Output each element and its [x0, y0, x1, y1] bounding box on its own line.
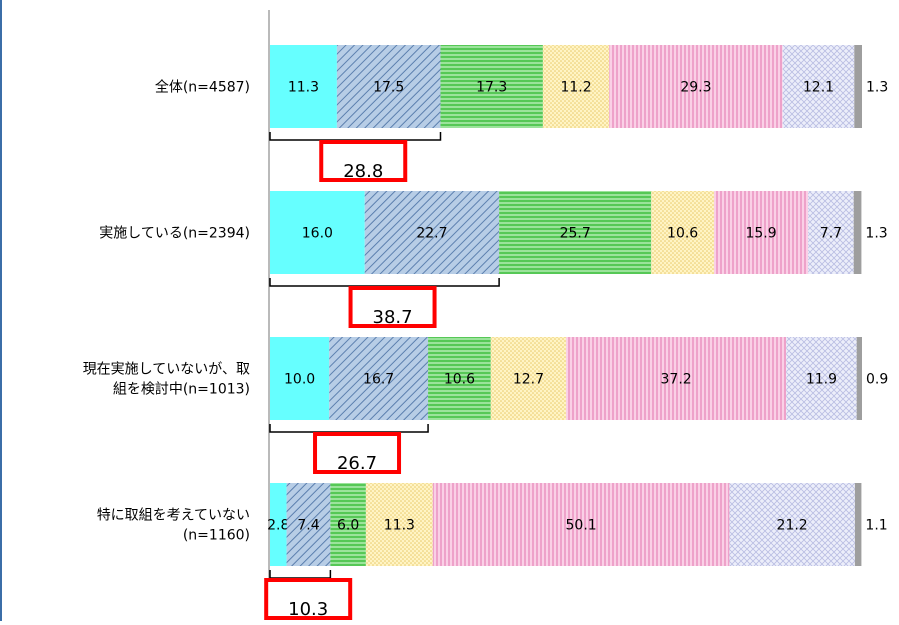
bar-segment: [854, 483, 862, 566]
data-label: 12.7: [513, 372, 544, 388]
left-border: [0, 0, 2, 621]
annotation-label: 26.7: [337, 453, 377, 474]
data-label: 29.3: [680, 80, 711, 96]
bar-segment: [490, 337, 566, 420]
bar-segment: [856, 337, 862, 420]
bar-segment: [714, 191, 809, 274]
data-label: 6.0: [337, 518, 359, 534]
bar-segment: [786, 337, 857, 420]
bar-segment: [729, 483, 855, 566]
bar-segment: [609, 45, 783, 128]
bar-segment: [808, 191, 854, 274]
data-label: 10.0: [284, 372, 315, 388]
data-label: 16.7: [363, 372, 394, 388]
bar-segment: [270, 483, 287, 566]
bar-segment: [542, 45, 610, 128]
bar-segment: [782, 45, 855, 128]
bar-segment: [364, 191, 500, 274]
annotation-box: [264, 578, 353, 620]
data-label: 7.7: [820, 226, 842, 242]
bracket: [269, 424, 429, 433]
annotation-box: [319, 140, 408, 182]
data-label: 7.4: [297, 518, 319, 534]
data-label: 16.0: [302, 226, 333, 242]
data-label: 2.8: [267, 518, 289, 534]
bar-segment: [286, 483, 331, 566]
data-label: 22.7: [416, 226, 447, 242]
data-label: 17.3: [476, 80, 507, 96]
bar-segment: [329, 337, 429, 420]
data-label: 11.9: [806, 372, 837, 388]
bracket: [269, 278, 500, 287]
bar-segment: [365, 483, 433, 566]
bar-segment: [336, 45, 441, 128]
data-label: 1.3: [865, 226, 887, 242]
data-label: 21.2: [777, 518, 808, 534]
annotation-label: 28.8: [343, 161, 383, 182]
bar-segment: [853, 191, 862, 274]
bracket: [269, 132, 442, 141]
data-label: 50.1: [566, 518, 597, 534]
data-label: 15.9: [745, 226, 776, 242]
bar-segment: [432, 483, 730, 566]
category-label: 全体(n=4587): [155, 79, 250, 96]
bar-segment: [566, 337, 787, 420]
bar-segment: [651, 191, 714, 274]
data-label: 11.2: [560, 80, 591, 96]
bar-segment: [440, 45, 543, 128]
annotation-box: [313, 432, 402, 474]
annotation-box: [348, 286, 437, 328]
data-label: 11.3: [288, 80, 319, 96]
bar-segment: [330, 483, 366, 566]
bar-segment: [270, 191, 365, 274]
bar-segment: [428, 337, 491, 420]
data-label: 11.3: [384, 518, 415, 534]
annotation-label: 10.3: [288, 599, 328, 620]
bar-segment: [270, 45, 337, 128]
category-label: 特に取組を考えていない: [97, 508, 250, 524]
bar-segment: [499, 191, 652, 274]
bar-segment: [854, 45, 862, 128]
data-label: 10.6: [667, 226, 698, 242]
bracket: [269, 570, 332, 579]
data-label: 10.6: [444, 372, 475, 388]
data-label: 12.1: [803, 80, 834, 96]
data-label: 25.7: [560, 226, 591, 242]
category-label: (n=1160): [183, 528, 250, 544]
category-label: 現在実施していないが、取: [83, 362, 250, 378]
bar-segment: [270, 337, 330, 420]
data-label: 1.1: [865, 518, 887, 534]
annotation-label: 38.7: [373, 307, 413, 328]
data-label: 0.9: [866, 372, 888, 388]
data-label: 1.3: [866, 80, 888, 96]
data-label: 17.5: [373, 80, 404, 96]
category-label: 組を検討中(n=1013): [113, 382, 250, 398]
data-label: 37.2: [661, 372, 692, 388]
category-label: 実施している(n=2394): [99, 226, 250, 242]
